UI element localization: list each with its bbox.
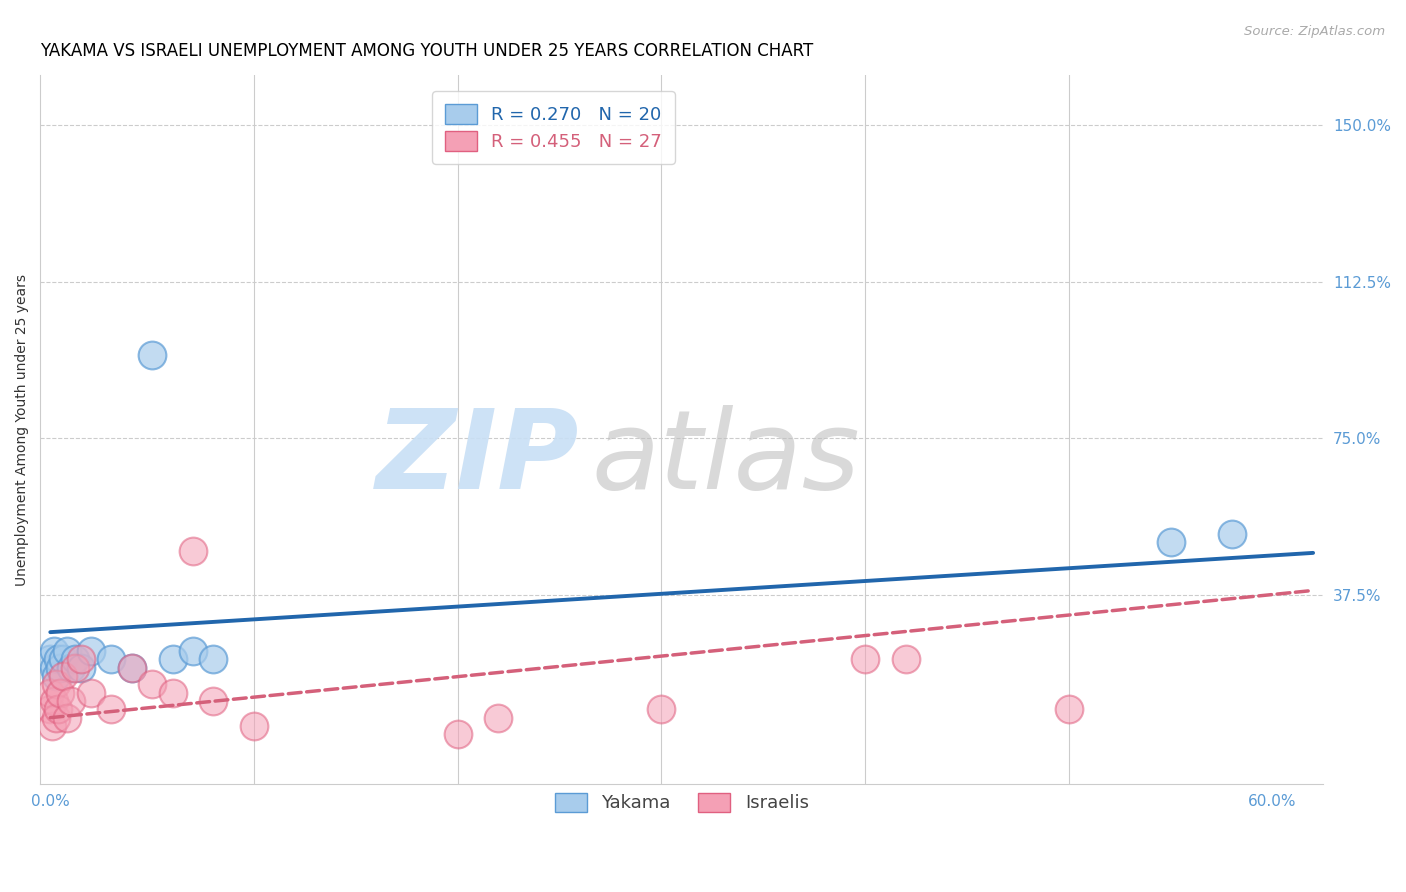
Point	[853, 652, 876, 666]
Point	[45, 669, 67, 683]
Point	[48, 702, 70, 716]
Point	[162, 652, 184, 666]
Point	[100, 652, 122, 666]
Point	[202, 652, 225, 666]
Point	[650, 702, 672, 716]
Point	[243, 719, 266, 733]
Point	[181, 644, 204, 658]
Point	[55, 711, 77, 725]
Point	[39, 702, 62, 716]
Text: YAKAMA VS ISRAELI UNEMPLOYMENT AMONG YOUTH UNDER 25 YEARS CORRELATION CHART: YAKAMA VS ISRAELI UNEMPLOYMENT AMONG YOU…	[41, 42, 813, 60]
Point	[48, 652, 70, 666]
Point	[59, 660, 82, 674]
Point	[39, 652, 62, 666]
Point	[1160, 535, 1182, 549]
Text: atlas: atlas	[592, 405, 860, 512]
Point	[39, 686, 62, 700]
Point	[49, 660, 72, 674]
Point	[141, 677, 163, 691]
Legend: Yakama, Israelis: Yakama, Israelis	[541, 780, 821, 825]
Point	[80, 644, 103, 658]
Point	[181, 543, 204, 558]
Point	[894, 652, 917, 666]
Point	[55, 644, 77, 658]
Point	[45, 677, 67, 691]
Point	[44, 644, 66, 658]
Point	[63, 652, 86, 666]
Point	[1220, 527, 1243, 541]
Point	[70, 660, 93, 674]
Point	[162, 686, 184, 700]
Y-axis label: Unemployment Among Youth under 25 years: Unemployment Among Youth under 25 years	[15, 274, 30, 586]
Point	[141, 348, 163, 362]
Point	[121, 660, 143, 674]
Point	[45, 711, 67, 725]
Text: ZIP: ZIP	[375, 405, 579, 512]
Point	[49, 686, 72, 700]
Point	[202, 694, 225, 708]
Point	[44, 660, 66, 674]
Point	[486, 711, 509, 725]
Point	[121, 660, 143, 674]
Point	[41, 719, 63, 733]
Point	[44, 694, 66, 708]
Point	[51, 669, 73, 683]
Point	[70, 652, 93, 666]
Point	[59, 694, 82, 708]
Point	[446, 727, 468, 741]
Point	[1057, 702, 1080, 716]
Point	[51, 652, 73, 666]
Point	[100, 702, 122, 716]
Text: Source: ZipAtlas.com: Source: ZipAtlas.com	[1244, 25, 1385, 38]
Point	[80, 686, 103, 700]
Point	[63, 660, 86, 674]
